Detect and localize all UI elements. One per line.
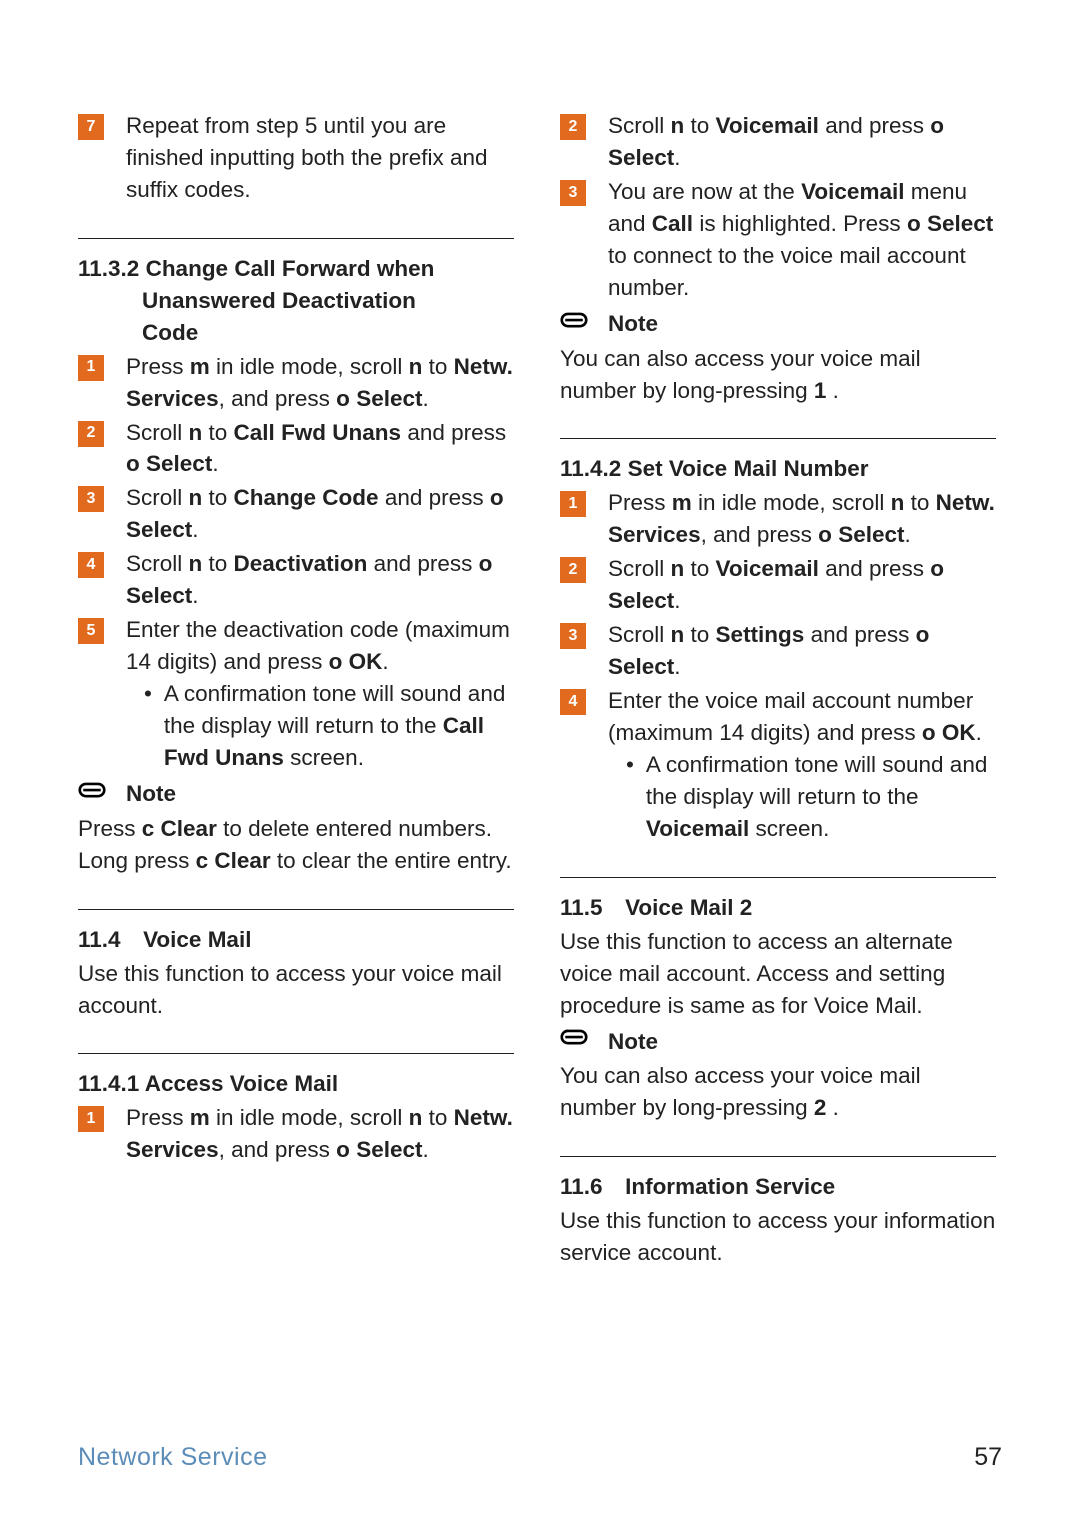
step-1: 1 Press m in idle mode, scroll n to Netw… bbox=[560, 487, 996, 551]
step-text: You are now at the Voicemail menu and Ca… bbox=[608, 176, 996, 304]
paragraph: Use this function to access your voice m… bbox=[78, 958, 514, 1022]
paragraph: Use this function to access your informa… bbox=[560, 1205, 996, 1269]
step-5: 5 Enter the deactivation code (maximum 1… bbox=[78, 614, 514, 774]
note-label: Note bbox=[608, 308, 658, 340]
bullet-icon: • bbox=[626, 749, 634, 781]
bullet-text: A confirmation tone will sound and the d… bbox=[164, 678, 514, 774]
step-3: 3 Scroll n to Change Code and press o Se… bbox=[78, 482, 514, 546]
step-number: 1 bbox=[78, 1106, 104, 1132]
step-2: 2 Scroll n to Voicemail and press o Sele… bbox=[560, 553, 996, 617]
divider bbox=[78, 1053, 514, 1054]
heading-11-5: 11.5 Voice Mail 2 bbox=[560, 892, 996, 924]
step-number: 1 bbox=[78, 355, 104, 381]
step-1: 1 Press m in idle mode, scroll n to Netw… bbox=[78, 351, 514, 415]
paragraph: Use this function to access an alternate… bbox=[560, 926, 996, 1022]
step-3: 3 Scroll n to Settings and press o Selec… bbox=[560, 619, 996, 683]
step-number: 2 bbox=[560, 557, 586, 583]
note-label: Note bbox=[608, 1026, 658, 1058]
step-text: Enter the deactivation code (maximum 14 … bbox=[126, 614, 514, 774]
page-number: 57 bbox=[974, 1443, 1002, 1472]
step-text: Press m in idle mode, scroll n to Netw. … bbox=[126, 1102, 514, 1166]
heading-line: Code bbox=[78, 317, 514, 349]
step-number: 5 bbox=[78, 618, 104, 644]
heading-11-4-2: 11.4.2 Set Voice Mail Number bbox=[560, 453, 996, 485]
note-row: Note bbox=[560, 306, 996, 343]
note-row: Note bbox=[78, 776, 514, 813]
heading-11-6: 11.6 Information Service bbox=[560, 1171, 996, 1203]
step-number: 7 bbox=[78, 114, 104, 140]
page-content: 7 Repeat from step 5 until you are finis… bbox=[0, 0, 1080, 1269]
note-text: You can also access your voice mail numb… bbox=[560, 1060, 996, 1124]
note-text: Press c Clear to delete entered numbers.… bbox=[78, 813, 514, 877]
divider bbox=[560, 877, 996, 878]
page-footer: Network Service 57 bbox=[78, 1443, 1002, 1472]
step-3: 3 You are now at the Voicemail menu and … bbox=[560, 176, 996, 304]
heading-number: 11.5 bbox=[560, 892, 603, 924]
step-text: Scroll n to Deactivation and press o Sel… bbox=[126, 548, 514, 612]
heading-line: 11.3.2 Change Call Forward when bbox=[78, 253, 514, 285]
step-text: Scroll n to Settings and press o Select. bbox=[608, 619, 996, 683]
step-4: 4 Enter the voice mail account number (m… bbox=[560, 685, 996, 845]
right-column: 2 Scroll n to Voicemail and press o Sele… bbox=[560, 110, 996, 1269]
divider bbox=[78, 238, 514, 239]
sub-bullet: • A confirmation tone will sound and the… bbox=[608, 749, 996, 845]
step-text: Scroll n to Change Code and press o Sele… bbox=[126, 482, 514, 546]
divider bbox=[78, 909, 514, 910]
note-text: You can also access your voice mail numb… bbox=[560, 343, 996, 407]
heading-11-3-2: 11.3.2 Change Call Forward when Unanswer… bbox=[78, 253, 514, 349]
step-text: Press m in idle mode, scroll n to Netw. … bbox=[126, 351, 514, 415]
bullet-text: A confirmation tone will sound and the d… bbox=[646, 749, 996, 845]
heading-line: Unanswered Deactivation bbox=[78, 285, 514, 317]
left-column: 7 Repeat from step 5 until you are finis… bbox=[78, 110, 514, 1269]
step-number: 4 bbox=[560, 689, 586, 715]
step-number: 2 bbox=[78, 421, 104, 447]
heading-title: Voice Mail bbox=[143, 924, 251, 956]
note-row: Note bbox=[560, 1023, 996, 1060]
step-number: 3 bbox=[78, 486, 104, 512]
sub-bullet: • A confirmation tone will sound and the… bbox=[126, 678, 514, 774]
step-text: Press m in idle mode, scroll n to Netw. … bbox=[608, 487, 996, 551]
step-number: 3 bbox=[560, 623, 586, 649]
heading-title: Voice Mail 2 bbox=[625, 892, 752, 924]
step-number: 2 bbox=[560, 114, 586, 140]
step-number: 1 bbox=[560, 491, 586, 517]
heading-11-4: 11.4 Voice Mail bbox=[78, 924, 514, 956]
step-7: 7 Repeat from step 5 until you are finis… bbox=[78, 110, 514, 206]
heading-title: Information Service bbox=[625, 1171, 835, 1203]
step-text: Repeat from step 5 until you are finishe… bbox=[126, 110, 514, 206]
heading-number: 11.6 bbox=[560, 1171, 603, 1203]
bullet-icon: • bbox=[144, 678, 152, 710]
note-icon bbox=[560, 1023, 592, 1060]
step-text: Scroll n to Call Fwd Unans and press o S… bbox=[126, 417, 514, 481]
step-text: Scroll n to Voicemail and press o Select… bbox=[608, 110, 996, 174]
step-2: 2 Scroll n to Call Fwd Unans and press o… bbox=[78, 417, 514, 481]
step-text: Enter the voice mail account number (max… bbox=[608, 685, 996, 845]
footer-section: Network Service bbox=[78, 1443, 268, 1472]
heading-11-4-1: 11.4.1 Access Voice Mail bbox=[78, 1068, 514, 1100]
step-2: 2 Scroll n to Voicemail and press o Sele… bbox=[560, 110, 996, 174]
step-number: 4 bbox=[78, 552, 104, 578]
step-text: Scroll n to Voicemail and press o Select… bbox=[608, 553, 996, 617]
step-number: 3 bbox=[560, 180, 586, 206]
heading-number: 11.4 bbox=[78, 924, 121, 956]
step-1: 1 Press m in idle mode, scroll n to Netw… bbox=[78, 1102, 514, 1166]
divider bbox=[560, 438, 996, 439]
divider bbox=[560, 1156, 996, 1157]
note-icon bbox=[78, 776, 110, 813]
note-icon bbox=[560, 306, 592, 343]
step-4: 4 Scroll n to Deactivation and press o S… bbox=[78, 548, 514, 612]
note-label: Note bbox=[126, 778, 176, 810]
